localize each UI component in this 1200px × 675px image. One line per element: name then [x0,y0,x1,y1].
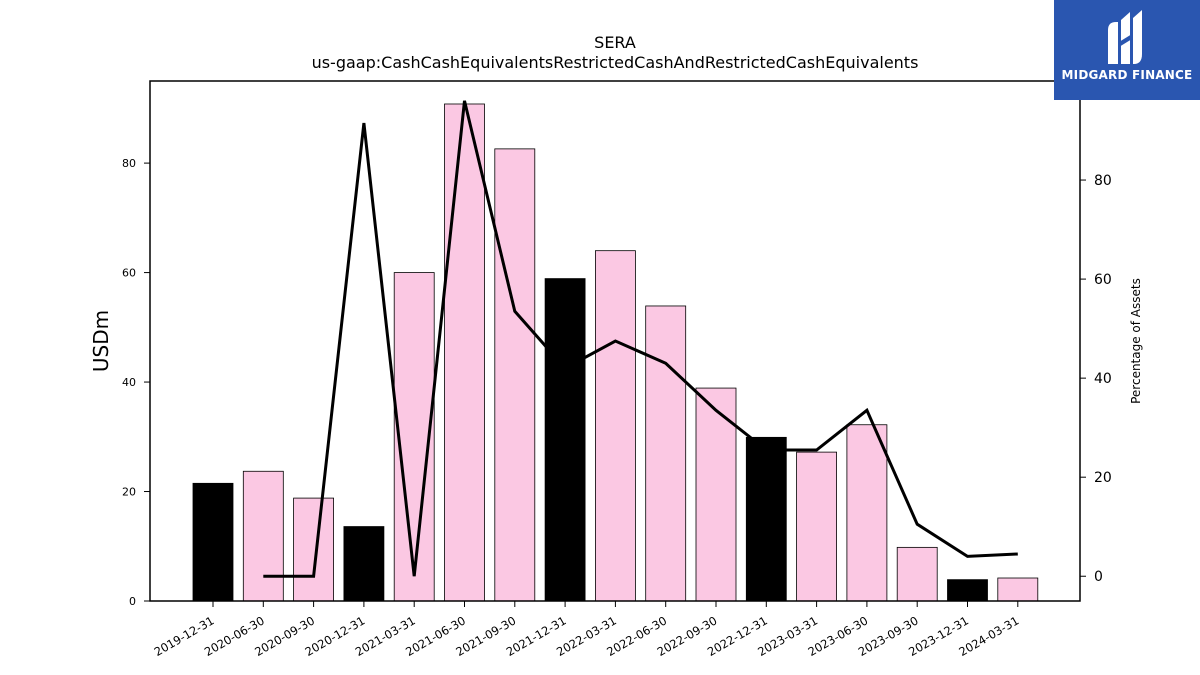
bar-2021-06-30 [444,103,485,602]
bar-2020-06-30 [242,470,284,602]
chart-subtitle: us-gaap:CashCashEquivalentsRestrictedCas… [312,53,919,72]
bar-2020-09-30 [293,497,335,602]
y2-tick-label: 20 [1094,470,1112,486]
logo-text: MIDGARD FINANCE [1061,68,1193,82]
percentage-line-series [263,100,1018,578]
percentage-line [263,100,1018,578]
y-tick-label: 40 [122,376,136,389]
x-axis: 2019-12-312020-06-302020-09-302020-12-31… [152,601,1021,659]
y-tick-label: 60 [122,267,136,280]
y-tick-label: 0 [129,595,136,608]
y2-tick-label: 60 [1094,272,1112,288]
midgard-finance-logo: MIDGARD FINANCE [1054,0,1200,100]
bar-2022-09-30 [695,387,737,602]
y2-tick-label: 0 [1094,569,1103,585]
midgard-logo-mark-icon [1108,10,1142,64]
y-tick-label: 80 [122,157,136,170]
y-axis-right: 0 20 40 60 80 [1080,173,1112,585]
bar-2021-09-30 [494,148,536,602]
bar-series [192,103,1039,602]
y2-axis-label: Percentage of Assets [1129,278,1143,404]
y2-tick-label: 40 [1094,371,1112,387]
bar-2022-03-31 [595,250,636,602]
y2-tick-label: 80 [1094,173,1112,189]
bar-2023-12-31 [947,579,988,602]
bar-2020-12-31 [343,526,385,602]
bar-2022-12-31 [745,436,787,602]
bar-2023-03-31 [796,451,837,602]
y-axis-left: 0 20 40 60 80 [122,157,150,608]
bar-2022-06-30 [645,305,687,602]
chart-title: SERA [594,33,636,52]
bar-2021-12-31 [544,278,586,602]
bar-2023-09-30 [896,546,938,602]
bar-2019-12-31 [192,482,234,602]
y-axis-label: USDm [89,310,113,372]
bar-2024-03-31 [997,577,1039,602]
y-tick-label: 20 [122,486,136,499]
bar-2023-06-30 [846,424,888,602]
